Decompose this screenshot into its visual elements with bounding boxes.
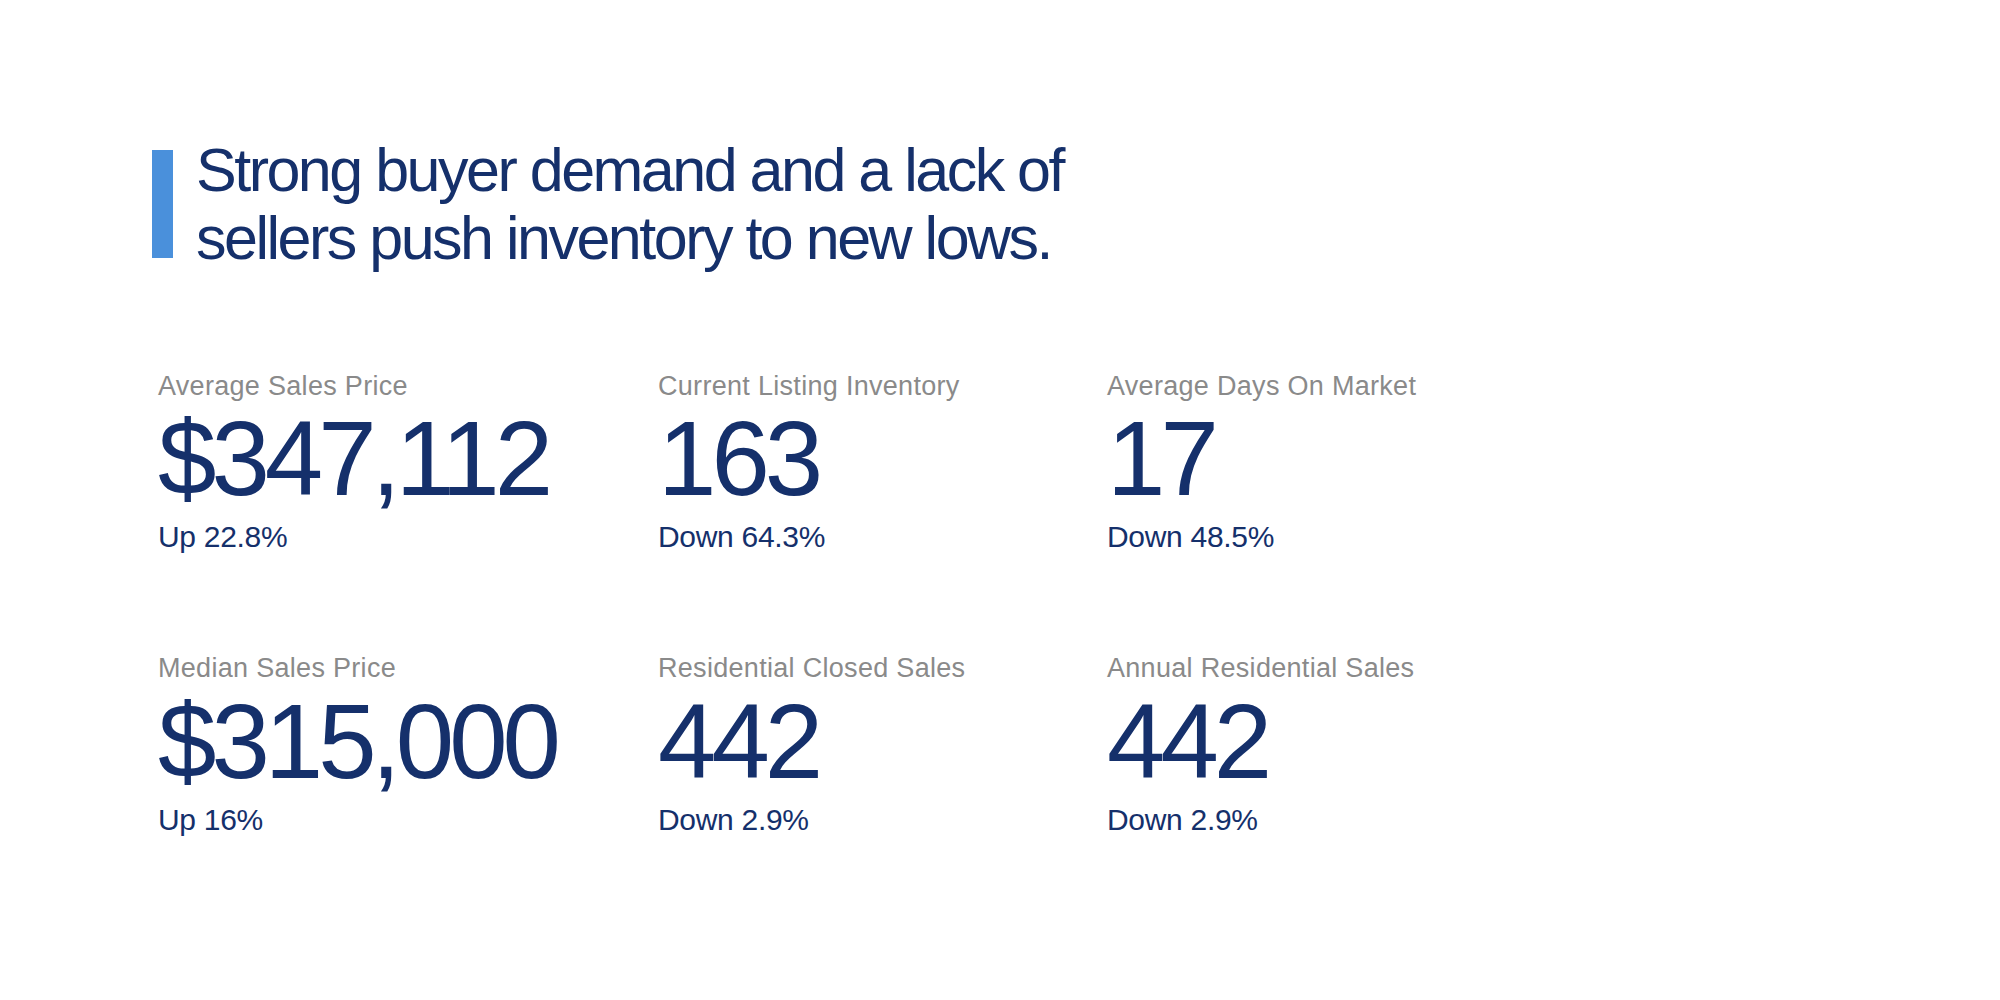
stat-value: $347,112 <box>158 406 658 511</box>
stat-change: Down 2.9% <box>1107 802 1647 838</box>
stat-change: Up 16% <box>158 802 658 838</box>
headline-line-1: Strong buyer demand and a lack of <box>196 136 1063 204</box>
stat-change: Down 64.3% <box>658 519 1107 555</box>
stat-card-average-days-on-market: Average Days On Market 17 Down 48.5% <box>1107 370 1647 555</box>
headline: Strong buyer demand and a lack of seller… <box>196 136 1063 272</box>
stat-value: 442 <box>658 689 1107 794</box>
stat-value: 163 <box>658 406 1107 511</box>
stat-card-residential-closed-sales: Residential Closed Sales 442 Down 2.9% <box>658 652 1107 837</box>
stat-card-average-sales-price: Average Sales Price $347,112 Up 22.8% <box>158 370 658 555</box>
stat-label: Current Listing Inventory <box>658 370 1107 402</box>
stat-card-annual-residential-sales: Annual Residential Sales 442 Down 2.9% <box>1107 652 1647 837</box>
headline-block: Strong buyer demand and a lack of seller… <box>152 136 1063 272</box>
stat-change: Down 48.5% <box>1107 519 1647 555</box>
stat-value: 442 <box>1107 689 1647 794</box>
headline-line-2: sellers push inventory to new lows. <box>196 204 1063 272</box>
stat-card-current-listing-inventory: Current Listing Inventory 163 Down 64.3% <box>658 370 1107 555</box>
stat-card-median-sales-price: Median Sales Price $315,000 Up 16% <box>158 652 658 837</box>
stat-label: Average Days On Market <box>1107 370 1647 402</box>
market-report-slide: Strong buyer demand and a lack of seller… <box>0 0 2000 1000</box>
stat-label: Residential Closed Sales <box>658 652 1107 684</box>
stat-label: Annual Residential Sales <box>1107 652 1647 684</box>
stat-value: 17 <box>1107 406 1647 511</box>
stat-label: Average Sales Price <box>158 370 658 402</box>
stat-change: Down 2.9% <box>658 802 1107 838</box>
stat-label: Median Sales Price <box>158 652 658 684</box>
stat-value: $315,000 <box>158 689 658 794</box>
stat-change: Up 22.8% <box>158 519 658 555</box>
stats-grid: Average Sales Price $347,112 Up 22.8% Cu… <box>158 370 1647 838</box>
headline-accent-bar <box>152 150 173 258</box>
